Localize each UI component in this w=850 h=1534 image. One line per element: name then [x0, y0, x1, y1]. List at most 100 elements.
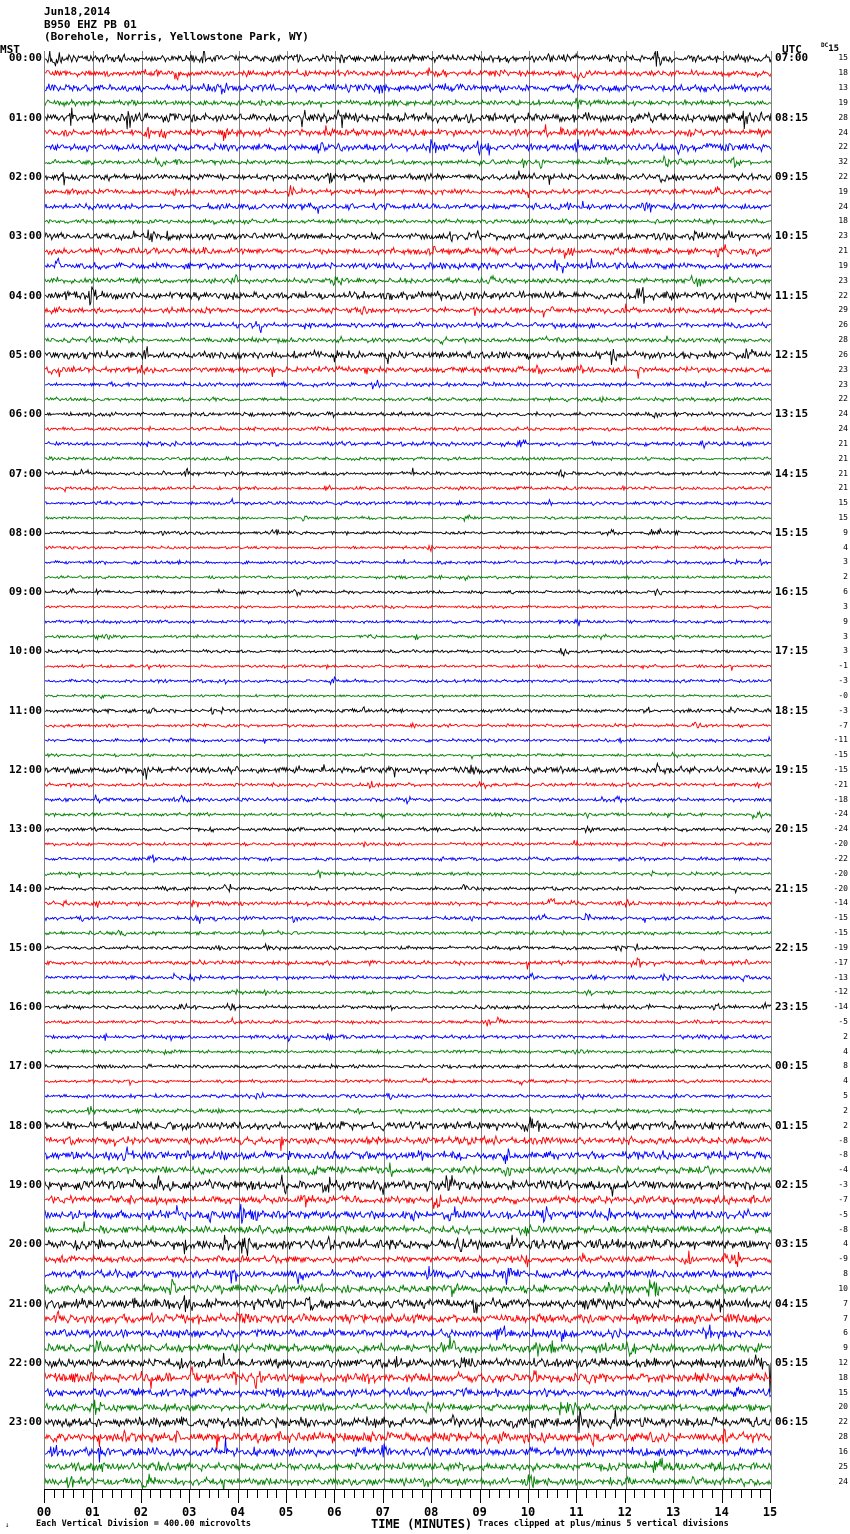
trace-row-9	[45, 185, 771, 198]
dc-offset-label: -5	[838, 1017, 848, 1027]
axis-tick-minor	[305, 1490, 307, 1498]
axis-tick-minor	[750, 1490, 752, 1498]
dc-offset-label: 21	[838, 483, 848, 493]
clipping-footnote: Traces clipped at plus/minus 5 vertical …	[478, 1519, 729, 1529]
trace-row-77	[45, 1193, 771, 1209]
header-station: B950 EHZ PB 01	[44, 17, 137, 31]
trace-row-54	[45, 854, 771, 864]
axis-tick-minor	[315, 1490, 317, 1498]
trace-row-27	[45, 455, 771, 462]
dc-offset-label: 9	[843, 527, 848, 537]
trace-row-91	[45, 1399, 771, 1416]
trace-row-41	[45, 663, 771, 671]
dc-offset-label: 15	[838, 53, 848, 63]
utc-time-label: 17:15	[775, 644, 809, 658]
x-tick-label-13: 13	[665, 1505, 681, 1519]
axis-tick-minor	[353, 1490, 355, 1498]
dc-offset-label: -8	[838, 1135, 848, 1145]
mst-time-label: 00:00	[8, 51, 42, 65]
trace-row-79	[45, 1221, 771, 1237]
axis-tick-minor	[421, 1490, 423, 1498]
trace-row-39	[45, 633, 771, 642]
trace-row-34	[45, 557, 771, 567]
axis-tick-minor	[208, 1490, 210, 1498]
axis-tick-minor	[179, 1490, 181, 1498]
trace-row-35	[45, 574, 771, 582]
scale-arrow-icon: ↓	[5, 1521, 10, 1529]
dc-offset-label: 22	[838, 1417, 848, 1427]
trace-row-53	[45, 839, 771, 848]
axis-tick-minor	[344, 1490, 346, 1498]
mst-time-label: 12:00	[8, 763, 42, 776]
axis-tick-minor	[740, 1490, 742, 1498]
trace-row-13	[45, 244, 771, 259]
trace-row-20	[45, 346, 771, 365]
axis-tick-major-4	[237, 1490, 239, 1503]
trace-row-5	[45, 124, 771, 142]
axis-tick-minor	[460, 1490, 462, 1498]
axis-tick-major-11	[576, 1490, 578, 1503]
trace-row-6	[45, 139, 771, 157]
mst-time-label: 22:00	[8, 1355, 42, 1369]
dc-offset-label: 23	[838, 231, 848, 241]
trace-row-71	[45, 1106, 771, 1116]
trace-row-24	[45, 410, 771, 420]
dc-offset-label: 15	[838, 1387, 848, 1397]
axis-tick-major-5	[286, 1490, 287, 1503]
mst-time-label: 16:00	[8, 1000, 42, 1014]
x-tick-label-08: 08	[423, 1505, 439, 1519]
dc-offset-label: 24	[838, 1476, 848, 1486]
mst-time-label: 18:00	[8, 1118, 42, 1132]
x-tick-label-15: 15	[762, 1505, 778, 1519]
trace-row-81	[45, 1250, 771, 1268]
dc-offset-label: 2	[843, 1120, 848, 1130]
trace-row-57	[45, 897, 771, 908]
utc-time-label: 05:15	[775, 1355, 809, 1369]
utc-time-label: 13:15	[775, 407, 809, 421]
dc-offset-label: -14	[833, 1002, 848, 1012]
dc-offset-label: 20	[838, 1402, 848, 1412]
axis-tick-major-1	[92, 1490, 94, 1503]
axis-tick-minor	[198, 1490, 200, 1498]
utc-time-label: 15:15	[775, 525, 809, 539]
dc-offset-label: -8	[838, 1150, 848, 1160]
utc-time-label: 03:15	[775, 1237, 809, 1251]
dc-offset-label: 3	[843, 601, 848, 611]
axis-tick-minor	[392, 1490, 394, 1498]
trace-row-31	[45, 513, 771, 523]
mst-time-label: 15:00	[8, 940, 42, 954]
dc-offset-label: -24	[833, 824, 848, 834]
trace-row-38	[45, 618, 771, 627]
dc-offset-label: -17	[833, 957, 848, 967]
trace-row-14	[45, 257, 771, 274]
trace-row-76	[45, 1174, 771, 1197]
x-tick-label-07: 07	[375, 1505, 391, 1519]
trace-row-19	[45, 334, 771, 346]
trace-row-55	[45, 869, 771, 879]
utc-time-label: 06:15	[775, 1415, 809, 1429]
dc-offset-label: 22	[838, 290, 848, 300]
dc-offset-label: 15	[838, 498, 848, 508]
dc-offset-label: -20	[833, 839, 848, 849]
trace-row-60	[45, 942, 771, 953]
axis-tick-major-10	[528, 1490, 529, 1503]
mst-time-label: 13:00	[8, 822, 42, 836]
trace-row-21	[45, 363, 771, 379]
trace-row-95	[45, 1457, 771, 1473]
dc-offset-label: 26	[838, 349, 848, 359]
trace-row-12	[45, 229, 771, 243]
dc-offset-label: 4	[843, 542, 848, 552]
dc-offset-label: 6	[843, 1328, 848, 1338]
dc-offset-label: -8	[838, 1224, 848, 1234]
dc-offset-label: 2	[843, 572, 848, 582]
trace-row-26	[45, 439, 771, 450]
axis-baseline	[44, 1489, 771, 1490]
mst-time-label: 05:00	[8, 347, 42, 361]
axis-tick-minor	[82, 1490, 84, 1498]
utc-time-label: 04:15	[775, 1296, 809, 1310]
trace-row-0	[45, 51, 771, 67]
dc-offset-label: 12	[838, 1357, 848, 1367]
trace-row-78	[45, 1203, 771, 1224]
axis-tick-major-0	[44, 1490, 45, 1503]
dc-offset-label: 7	[843, 1298, 848, 1308]
